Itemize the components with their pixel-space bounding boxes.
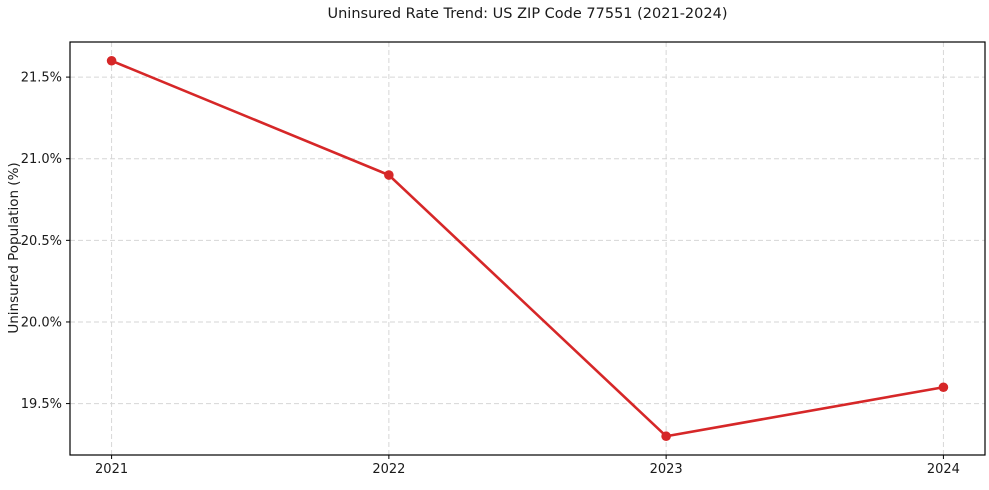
x-tick-label: 2024 [927,462,960,477]
data-point-marker [661,431,671,442]
x-tick-label: 2022 [372,462,405,477]
plot-border [69,41,986,456]
trend-line [110,59,945,438]
data-point-marker [384,170,394,180]
data-point-marker [106,55,117,66]
y-tick-label: 19.5% [21,397,62,412]
y-tick-label: 21.0% [21,152,62,167]
y-tick-label: 21.5% [21,71,62,86]
x-tick-label: 2023 [650,462,683,477]
x-tick-label: 2021 [95,462,128,477]
y-axis-label: Uninsured Population (%) [6,162,22,334]
data-point-marker [938,382,949,393]
y-tick-label: 20.5% [21,234,62,249]
chart-title: Uninsured Rate Trend: US ZIP Code 77551 … [327,6,728,22]
y-tick-label: 20.0% [21,315,62,330]
